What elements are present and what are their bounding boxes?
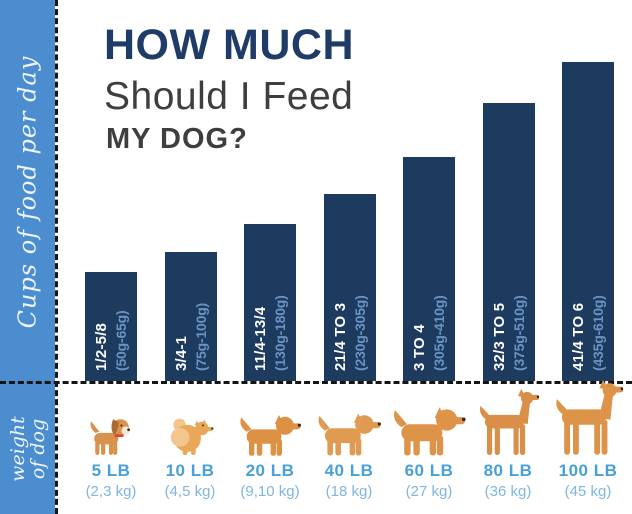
weight-col-40lb: 40 LB (18 kg) xyxy=(310,384,388,512)
x-axis-label-line2: of dog xyxy=(26,418,49,479)
weight-lb-label: 40 LB xyxy=(324,461,374,480)
bar-cups-label: 21/4 TO 3 xyxy=(332,302,349,371)
bar-cups-label: 3/4-1 xyxy=(173,335,190,371)
corgi-icon xyxy=(318,413,381,456)
beagle-puppy-icon xyxy=(90,419,130,455)
weight-lb-label: 20 LB xyxy=(245,461,295,480)
labrador-icon xyxy=(394,407,466,456)
terrier-icon xyxy=(240,415,301,456)
title-line-1: HOW MUCH xyxy=(104,21,355,69)
weight-lb-label: 5 LB xyxy=(91,461,131,480)
bar-cups-label: 11/4-13/4 xyxy=(252,306,269,371)
weight-kg-label: (4,5 kg) xyxy=(164,483,216,500)
bar-60lb: 3 TO 4 (305g-410g) xyxy=(403,157,455,381)
x-axis-label: weight of dog xyxy=(6,415,49,482)
weight-lb-label: 100 LB xyxy=(558,461,618,480)
bar-cups-label: 41/4 TO 6 xyxy=(570,302,587,371)
weight-col-80lb: 80 LB (36 kg) xyxy=(469,384,547,512)
y-axis-label: Cups of food per day xyxy=(13,55,42,328)
title-line-3: MY DOG? xyxy=(106,123,248,155)
great-dane-icon xyxy=(480,389,539,456)
bar-grams-label: (50g-65g) xyxy=(113,310,129,371)
weight-lb-label: 80 LB xyxy=(483,461,533,480)
bar-20lb: 11/4-13/4 (130g-180g) xyxy=(244,224,296,381)
bar-grams-label: (375g-510g) xyxy=(511,295,527,371)
bar-grams-label: (230g-305g) xyxy=(352,295,368,371)
bar-cups-label: 1/2-5/8 xyxy=(93,322,110,371)
weight-kg-label: (18 kg) xyxy=(325,483,373,500)
weight-kg-label: (27 kg) xyxy=(405,483,453,500)
bar-cups-label: 3 TO 4 xyxy=(411,324,428,371)
title-line-2: Should I Feed xyxy=(104,75,354,118)
weight-col-20lb: 20 LB (9,10 kg) xyxy=(231,384,309,512)
left-sidebar: Cups of food per day weight of dog xyxy=(0,0,55,514)
bar-grams-label: (435g-610g) xyxy=(590,295,606,371)
weight-col-60lb: 60 LB (27 kg) xyxy=(390,384,468,512)
bar-100lb: 41/4 TO 6 (435g-610g) xyxy=(562,62,614,381)
weight-kg-label: (9,10 kg) xyxy=(240,483,300,500)
weight-lb-label: 10 LB xyxy=(165,461,215,480)
vertical-dashed-divider xyxy=(55,0,58,514)
weight-col-10lb: 10 LB (4,5 kg) xyxy=(151,384,229,512)
bar-grams-label: (75g-100g) xyxy=(193,302,209,371)
bar-80lb: 32/3 TO 5 (375g-510g) xyxy=(483,103,535,381)
bar-40lb: 21/4 TO 3 (230g-305g) xyxy=(324,194,376,381)
bar-grams-label: (305g-410g) xyxy=(431,295,447,371)
x-axis-label-line1: weight xyxy=(6,415,29,482)
y-axis-label-container: Cups of food per day xyxy=(0,0,55,383)
weight-kg-label: (45 kg) xyxy=(564,483,612,500)
weight-kg-label: (2,3 kg) xyxy=(85,483,137,500)
bar-cups-label: 32/3 TO 5 xyxy=(491,302,508,371)
weight-kg-label: (36 kg) xyxy=(484,483,532,500)
great-dane-large-icon xyxy=(556,380,623,455)
x-axis-label-container: weight of dog xyxy=(0,383,55,514)
bar-5lb: 1/2-5/8 (50g-65g) xyxy=(85,272,137,381)
pomeranian-icon xyxy=(170,418,214,456)
horizontal-dashed-baseline xyxy=(0,381,632,384)
weight-lb-label: 60 LB xyxy=(404,461,454,480)
weight-col-5lb: 5 LB (2,3 kg) xyxy=(72,384,150,512)
weight-col-100lb: 100 LB (45 kg) xyxy=(549,380,627,512)
bar-10lb: 3/4-1 (75g-100g) xyxy=(165,252,217,381)
bar-grams-label: (130g-180g) xyxy=(272,295,288,371)
page-title: HOW MUCH Should I Feed MY DOG? xyxy=(104,24,354,154)
